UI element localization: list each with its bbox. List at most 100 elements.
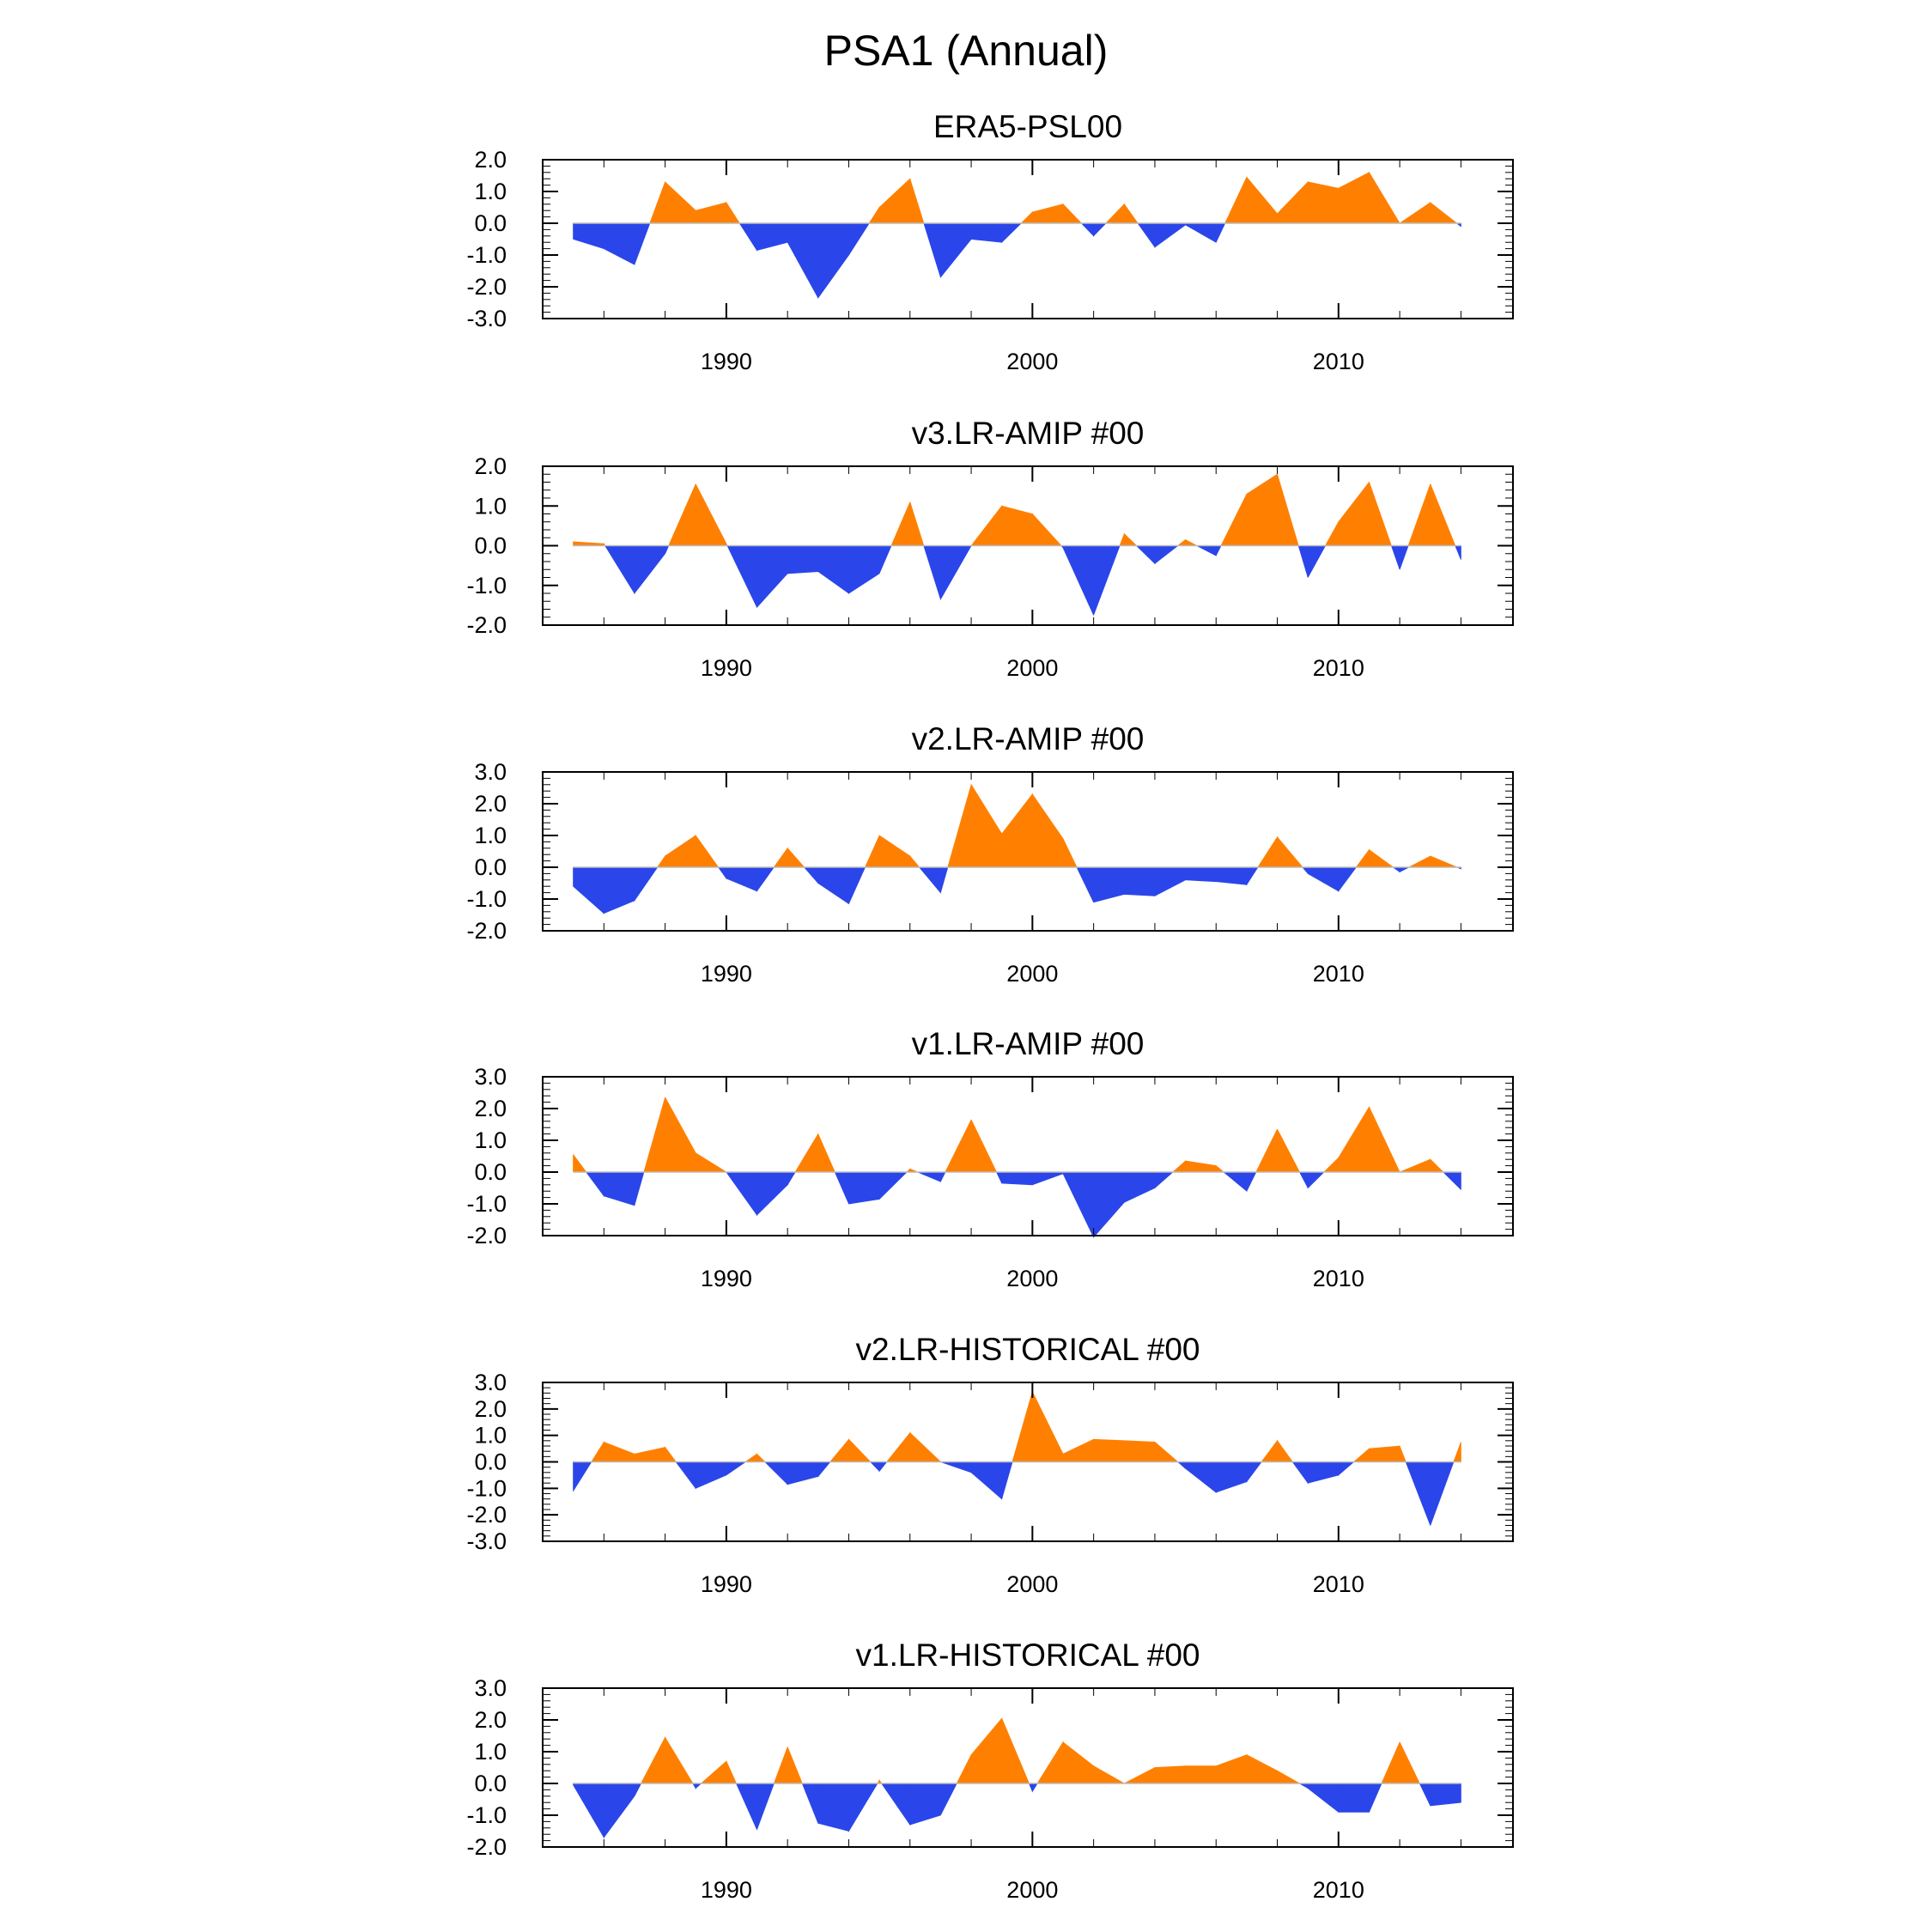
area-segment-positive: [649, 181, 665, 224]
area-segment-negative: [817, 866, 849, 905]
area-segment-positive: [1124, 1766, 1156, 1784]
area-segment-negative: [1001, 1171, 1033, 1186]
area-segment-positive: [794, 1133, 819, 1173]
area-segment-negative: [817, 545, 849, 594]
area-segment-positive: [1338, 481, 1370, 546]
area-segment-negative: [695, 1461, 727, 1489]
area-segment-positive: [1104, 203, 1125, 224]
area-segment-negative: [1185, 222, 1217, 243]
area-segment-negative: [848, 222, 870, 257]
area-segment-negative: [869, 1461, 880, 1473]
area-segment-negative: [726, 1461, 747, 1476]
area-segment-positive: [1399, 1158, 1431, 1173]
area-segment-negative: [634, 1783, 642, 1796]
area-segment-negative: [940, 222, 972, 279]
x-tick-label: 1990: [701, 1877, 752, 1903]
area-segment-positive: [1352, 1448, 1370, 1462]
area-segment-negative: [1076, 866, 1094, 902]
area-segment-negative: [1185, 1461, 1217, 1493]
area-segment-positive: [1062, 203, 1083, 224]
y-tick-label: -3.0: [466, 1528, 507, 1554]
area-segment-positive: [1062, 1741, 1094, 1784]
area-segment-positive: [1001, 505, 1033, 546]
area-segment-negative: [756, 222, 788, 252]
area-segment-negative: [848, 866, 866, 904]
area-segment-positive: [1123, 203, 1139, 224]
x-tick-label: 2000: [1006, 1571, 1058, 1597]
area-segment-positive: [1399, 1445, 1406, 1462]
x-tick-label: 2000: [1006, 961, 1058, 987]
area-segment-positive: [787, 1747, 803, 1784]
x-tick-label: 1990: [701, 1571, 752, 1597]
x-tick-label: 1990: [701, 349, 752, 374]
y-tick-label: 0.0: [474, 1159, 507, 1185]
panel-title: v3.LR-AMIP #00: [912, 416, 1145, 451]
y-tick-label: 0.0: [474, 854, 507, 880]
area-segment-positive: [1185, 538, 1198, 546]
area-segment-positive: [1185, 1765, 1217, 1784]
area-segment-positive: [1246, 176, 1278, 224]
area-segment-positive: [1215, 1164, 1225, 1173]
area-segment-negative: [634, 545, 665, 595]
y-tick-label: 1.0: [474, 493, 507, 519]
area-segment-positive: [1215, 1754, 1248, 1784]
y-tick-label: -1.0: [466, 573, 507, 598]
area-segment-negative: [787, 1461, 819, 1485]
area-segment-negative: [634, 1171, 645, 1206]
area-segment-negative: [918, 866, 941, 894]
area-segment-negative: [1093, 545, 1121, 616]
area-segment-positive: [1220, 494, 1248, 546]
area-segment-negative: [756, 545, 788, 609]
x-tick-label: 2010: [1313, 961, 1364, 987]
area-segment-negative: [1154, 545, 1179, 565]
y-tick-label: 0.0: [474, 1771, 507, 1796]
area-segment-positive: [1338, 1105, 1370, 1173]
area-segment-positive: [970, 783, 1003, 868]
area-segment-positive: [1062, 838, 1078, 868]
area-segment-positive: [1369, 1107, 1400, 1173]
area-segment-positive: [1408, 855, 1431, 868]
area-segment-negative: [1001, 1461, 1013, 1499]
area-segment-positive: [1338, 172, 1370, 224]
y-tick-label: 3.0: [474, 1064, 507, 1090]
area-segment-negative: [1154, 866, 1186, 896]
area-segment-negative: [970, 1461, 1003, 1500]
area-segment-positive: [726, 201, 741, 224]
area-segment-negative: [1430, 1461, 1455, 1526]
area-segment-positive: [1031, 793, 1064, 868]
area-segment-positive: [695, 483, 727, 546]
area-segment-negative: [1185, 866, 1217, 883]
x-tick-label: 1990: [701, 961, 752, 987]
area-segment-positive: [1185, 1160, 1217, 1173]
area-segment-negative: [1307, 1461, 1340, 1484]
area-segment-positive: [1369, 848, 1394, 868]
area-segment-positive: [970, 1119, 998, 1173]
area-segment-positive: [1277, 474, 1299, 546]
area-segment-negative: [726, 866, 757, 892]
y-tick-label: 2.0: [474, 453, 507, 479]
area-segment-positive: [956, 1754, 972, 1784]
area-segment-negative: [1215, 545, 1222, 556]
y-tick-label: 3.0: [474, 759, 507, 785]
area-segment-positive: [591, 1441, 605, 1462]
area-segment-negative: [1338, 1783, 1370, 1813]
area-segment-negative: [1246, 866, 1259, 886]
area-segment-negative: [817, 222, 849, 300]
area-segment-negative: [717, 866, 727, 880]
area-segment-negative: [970, 222, 1003, 243]
area-segment-negative: [1135, 545, 1156, 565]
area-segment-negative: [1455, 545, 1461, 560]
area-segment-negative: [1338, 1461, 1355, 1476]
x-tick-label: 2010: [1313, 655, 1364, 681]
area-segment-negative: [1419, 1783, 1431, 1807]
area-segment-positive: [1277, 1128, 1301, 1173]
plot-frame: [542, 1076, 1514, 1236]
area-segment-negative: [917, 1171, 941, 1182]
area-segment-negative: [603, 1171, 635, 1206]
x-tick-label: 2010: [1313, 1571, 1364, 1597]
y-tick-label: 2.0: [474, 1096, 507, 1121]
area-segment-positive: [1171, 1160, 1186, 1173]
area-segment-positive: [1261, 1439, 1278, 1462]
area-segment-negative: [878, 1171, 908, 1200]
y-tick-label: -2.0: [466, 918, 507, 944]
